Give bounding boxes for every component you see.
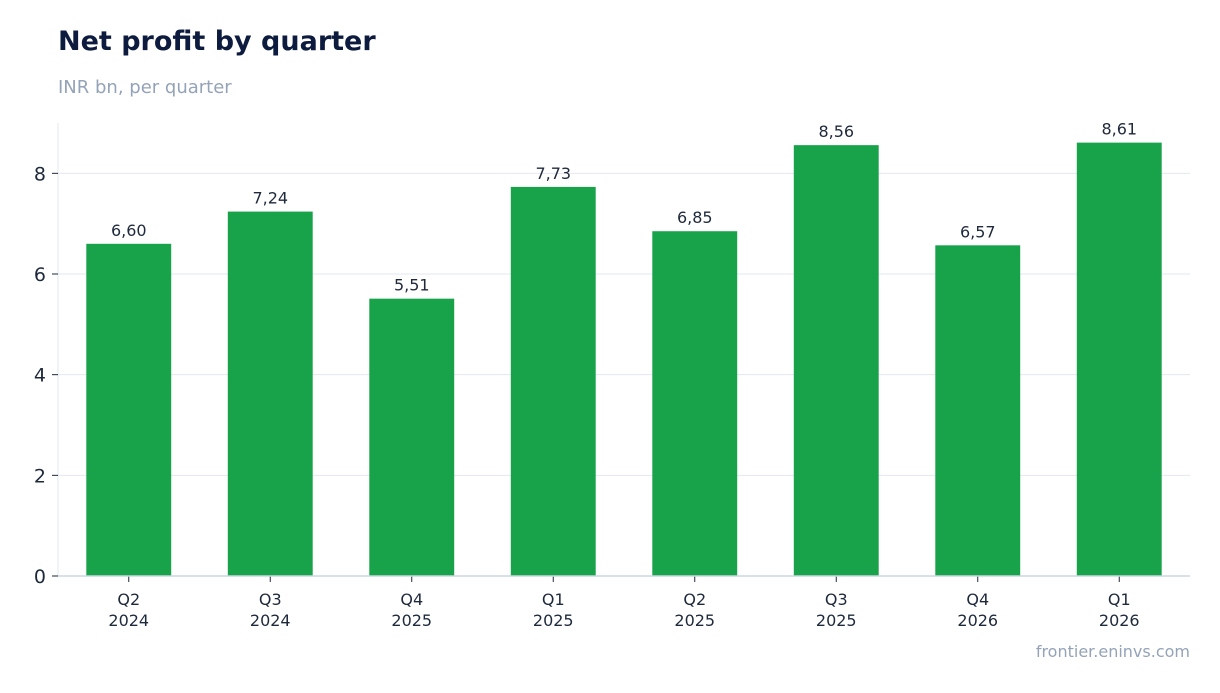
x-tick-label-quarter: Q2	[117, 590, 140, 609]
value-label: 7,24	[252, 189, 288, 208]
x-tick-label-quarter: Q3	[259, 590, 282, 609]
x-tick-label-year: 2025	[533, 611, 574, 630]
value-label: 5,51	[394, 276, 430, 295]
chart-subtitle: INR bn, per quarter	[58, 77, 232, 98]
bar	[1076, 142, 1162, 576]
bar	[227, 211, 313, 576]
x-tick-label-quarter: Q1	[1108, 590, 1131, 609]
bar	[369, 298, 455, 576]
x-tick-label-year: 2026	[957, 611, 998, 630]
bar	[935, 245, 1021, 576]
y-tick-label: 6	[34, 264, 46, 286]
y-tick-label: 4	[34, 365, 46, 387]
x-tick-label-year: 2026	[1099, 611, 1140, 630]
x-tick-label-quarter: Q1	[542, 590, 565, 609]
source-credit: frontier.eninvs.com	[1035, 642, 1190, 661]
y-tick-label: 2	[34, 465, 46, 487]
value-label: 8,61	[1101, 120, 1137, 139]
x-tick-label-quarter: Q3	[825, 590, 848, 609]
value-label: 6,57	[960, 222, 996, 241]
bar	[793, 145, 879, 576]
x-tick-label-year: 2024	[108, 611, 149, 630]
chart-title: Net profit by quarter	[58, 26, 376, 57]
x-tick-label-quarter: Q2	[683, 590, 706, 609]
x-tick-label-year: 2025	[816, 611, 857, 630]
y-tick-label: 8	[34, 163, 46, 185]
x-tick-label-quarter: Q4	[966, 590, 989, 609]
value-label: 6,85	[677, 208, 713, 227]
x-tick-label-year: 2025	[674, 611, 715, 630]
value-label: 6,60	[111, 221, 147, 240]
bar	[86, 243, 172, 577]
x-tick-label-year: 2025	[391, 611, 432, 630]
value-label: 8,56	[818, 122, 854, 141]
x-tick-label-quarter: Q4	[400, 590, 423, 609]
bar	[652, 231, 738, 576]
bar	[510, 186, 596, 576]
x-tick-label-year: 2024	[250, 611, 291, 630]
value-label: 7,73	[535, 164, 571, 183]
y-tick-label: 0	[34, 566, 46, 588]
